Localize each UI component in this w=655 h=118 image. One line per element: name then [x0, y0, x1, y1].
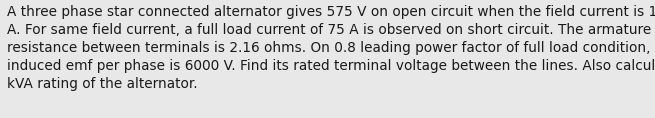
Text: A three phase star connected alternator gives 575 V on open circuit when the fie: A three phase star connected alternator …	[7, 5, 655, 91]
